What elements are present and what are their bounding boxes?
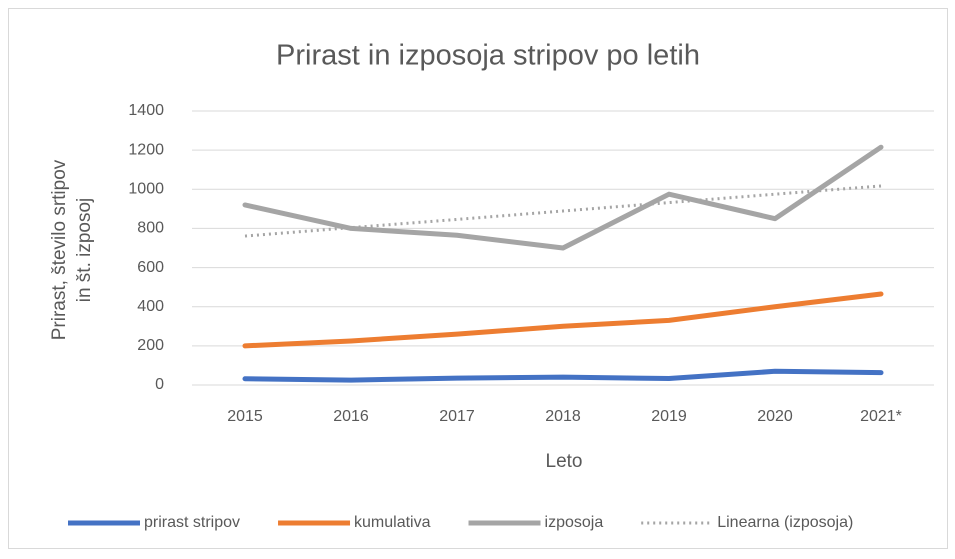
x-tick-label: 2020 <box>757 408 793 425</box>
x-tick-label: 2017 <box>439 408 475 425</box>
x-tick-label: 2021* <box>860 408 902 425</box>
x-axis-label: Leto <box>546 451 583 472</box>
x-tick-label: 2018 <box>545 408 581 425</box>
legend-label: izposoja <box>545 514 604 531</box>
legend-label: kumulativa <box>354 514 431 531</box>
y-tick-label: 400 <box>137 298 164 315</box>
chart-frame <box>8 8 948 549</box>
legend-label: Linearna (izposoja) <box>717 514 853 531</box>
y-tick-label: 0 <box>155 376 164 393</box>
y-tick-label: 1400 <box>128 102 164 119</box>
y-tick-label: 800 <box>137 220 164 237</box>
data-line <box>242 368 884 383</box>
trend-line <box>244 184 882 238</box>
x-tick-label: 2019 <box>651 408 687 425</box>
chart-title: Prirast in izposoja stripov po letih <box>276 40 700 72</box>
y-tick-label: 600 <box>137 259 164 276</box>
x-tick-label: 2016 <box>333 408 369 425</box>
y-axis-label-line: in št. izposoj <box>74 198 95 303</box>
y-tick-label: 1000 <box>128 181 164 198</box>
y-axis-label-line: Prirast, število srtipov <box>49 159 70 340</box>
x-tick-label: 2015 <box>227 408 263 425</box>
y-tick-label: 1200 <box>128 141 164 158</box>
legend-label: prirast stripov <box>144 514 240 531</box>
y-axis-label: Prirast, število srtipov in št. izposoj <box>49 159 95 340</box>
data-line <box>242 291 884 349</box>
y-tick-label: 200 <box>137 337 164 354</box>
data-line <box>242 144 884 251</box>
